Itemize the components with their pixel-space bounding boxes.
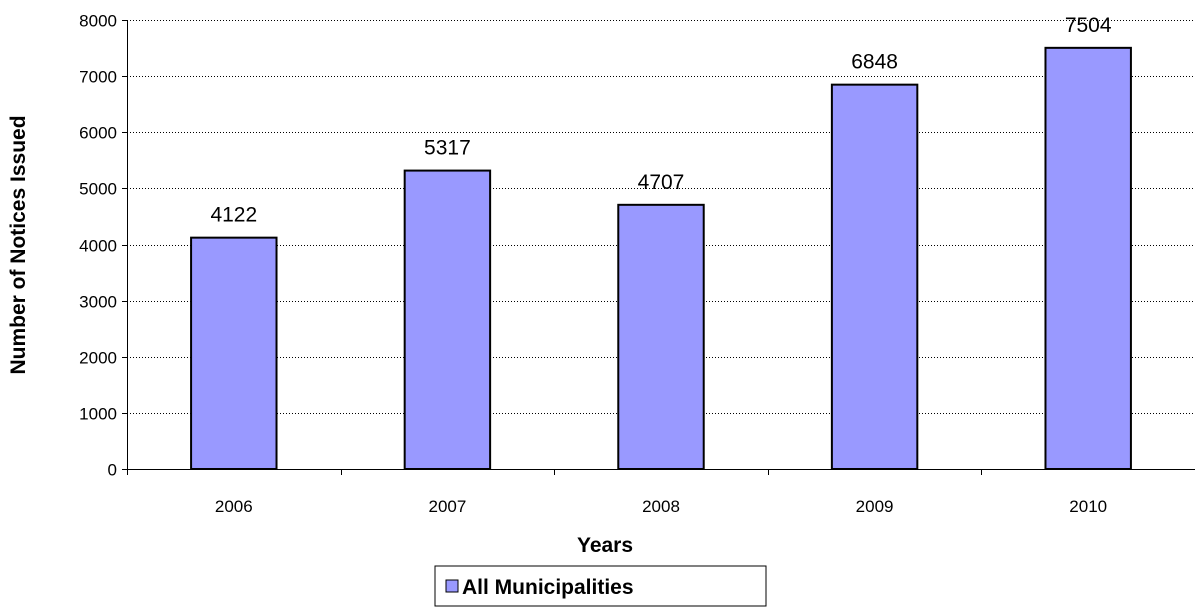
data-label: 5317 <box>424 137 471 160</box>
bar <box>403 169 492 470</box>
y-tick-label: 6000 <box>79 124 117 143</box>
labels: 0 1000 2000 3000 4000 5000 6000 7000 8000 4122 200… <box>79 12 1112 517</box>
y-tick-label: 5000 <box>79 180 117 199</box>
x-tick-label: 2009 <box>856 497 894 516</box>
data-label: 7504 <box>1065 14 1112 37</box>
bar <box>830 83 919 470</box>
legend-box <box>434 565 767 607</box>
y-tick-label: 8000 <box>79 12 117 31</box>
y-axis-title: Number of Notices Issued <box>7 115 30 374</box>
y-tick-label: 2000 <box>79 349 117 368</box>
x-tick-label: 2008 <box>642 497 680 516</box>
y-tick-label: 4000 <box>79 237 117 256</box>
legend-swatch <box>445 579 459 593</box>
legend: All Municipalities <box>434 565 767 607</box>
x-tick-label: 2007 <box>428 497 466 516</box>
legend-label: All Municipalities <box>462 576 634 599</box>
data-label: 6848 <box>851 51 898 74</box>
y-tick-label: 0 <box>108 461 117 480</box>
y-tick-label: 7000 <box>79 68 117 87</box>
data-label: 4122 <box>210 204 257 227</box>
bar <box>190 236 278 470</box>
bar <box>617 203 705 471</box>
data-label: 4707 <box>638 171 685 194</box>
y-tick-label: 1000 <box>79 405 117 424</box>
x-tick-label: 2010 <box>1069 497 1107 516</box>
y-tick-label: 3000 <box>79 293 117 312</box>
bars <box>190 46 1132 471</box>
bar <box>1044 46 1132 470</box>
x-axis-title: Years <box>577 534 633 557</box>
axes <box>122 20 1195 475</box>
x-tick-label: 2006 <box>215 497 253 516</box>
